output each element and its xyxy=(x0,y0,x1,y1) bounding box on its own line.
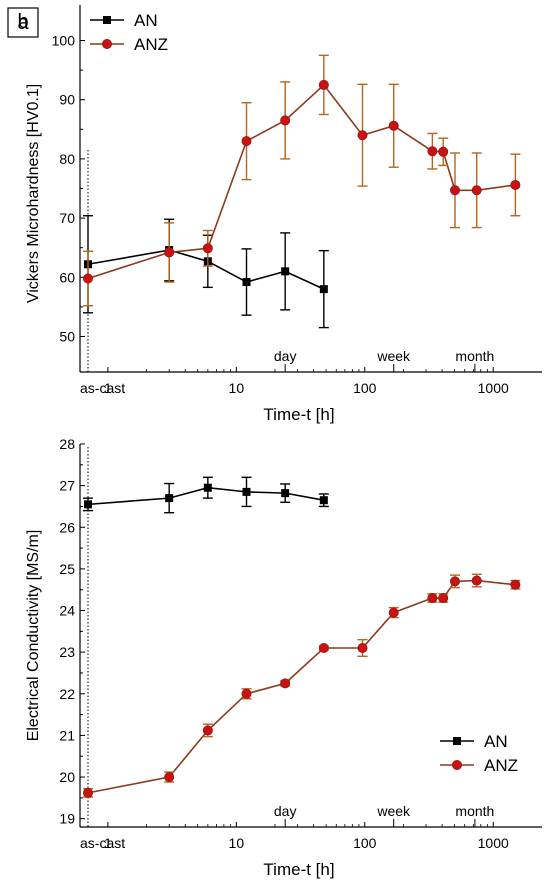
y-tick-label: 20 xyxy=(59,769,75,785)
y-tick-label: 28 xyxy=(59,436,75,452)
data-point-anz xyxy=(357,130,368,141)
data-point-anz xyxy=(438,146,449,157)
y-tick-label: 22 xyxy=(59,686,75,702)
data-point-anz xyxy=(449,576,460,587)
data-point-anz xyxy=(241,136,252,147)
y-axis-title: Vickers Microhardness [HV0.1] xyxy=(25,84,42,303)
time-mark-label: day xyxy=(274,803,297,819)
data-point-anz xyxy=(83,787,94,798)
as-cast-label: as-cast xyxy=(80,380,125,396)
data-point-an xyxy=(84,500,92,509)
data-point-anz xyxy=(449,185,460,196)
data-point-anz xyxy=(83,273,94,284)
y-tick-label: 70 xyxy=(59,210,75,226)
y-tick-label: 50 xyxy=(59,328,75,344)
data-point-an xyxy=(281,267,290,276)
y-tick-label: 27 xyxy=(59,478,75,494)
x-axis-title: Time-t [h] xyxy=(263,860,334,879)
legend-label-an: AN xyxy=(484,732,508,751)
data-point-anz xyxy=(388,607,399,618)
time-mark-label: week xyxy=(376,803,411,819)
y-tick-label: 25 xyxy=(59,561,75,577)
data-point-an xyxy=(203,483,212,492)
legend-label-anz: ANZ xyxy=(134,35,168,54)
legend-label-anz: ANZ xyxy=(484,756,518,775)
legend-marker-an xyxy=(103,16,111,24)
y-tick-label: 90 xyxy=(59,92,75,108)
data-point-anz xyxy=(280,115,291,126)
data-point-anz xyxy=(388,120,399,131)
x-tick-label: 10 xyxy=(229,380,245,396)
data-point-anz xyxy=(241,688,252,699)
x-tick-label: 100 xyxy=(353,380,377,396)
data-point-an xyxy=(242,278,251,287)
data-point-anz xyxy=(510,179,521,190)
data-point-anz xyxy=(427,146,438,157)
panel-label: b xyxy=(17,11,28,33)
data-point-anz xyxy=(471,185,482,196)
time-mark-label: month xyxy=(455,803,494,819)
data-point-anz xyxy=(202,243,213,254)
data-point-anz xyxy=(357,642,368,653)
data-point-anz xyxy=(280,678,291,689)
data-point-anz xyxy=(471,575,482,586)
panel-label-box xyxy=(7,7,39,38)
panel-label: a xyxy=(17,12,29,34)
data-point-anz xyxy=(438,593,449,604)
data-point-anz xyxy=(164,772,175,783)
y-tick-label: 19 xyxy=(59,811,75,827)
y-tick-label: 24 xyxy=(59,603,75,619)
data-point-an xyxy=(319,285,328,294)
as-cast-label: as-cast xyxy=(80,835,125,851)
x-tick-label: 1 xyxy=(104,835,112,851)
data-point-anz xyxy=(318,79,329,90)
x-axis-title: Time-t [h] xyxy=(263,405,334,424)
data-point-anz xyxy=(510,579,521,590)
series-line-anz xyxy=(87,83,516,280)
x-tick-label: 1000 xyxy=(478,380,509,396)
data-point-anz xyxy=(164,247,175,258)
legend-marker-anz xyxy=(102,39,113,50)
x-tick-label: 1 xyxy=(104,380,112,396)
chart-panel-b: b 19 20 21 22 23 24 25 26 27 28 1 10 100 1000 as-cast da… xyxy=(17,11,542,879)
series-line-anz xyxy=(87,579,516,794)
data-point-an xyxy=(165,494,174,503)
series-line-an xyxy=(87,486,324,506)
y-tick-label: 60 xyxy=(59,269,75,285)
y-tick-label: 80 xyxy=(59,151,75,167)
time-mark-label: month xyxy=(455,348,494,364)
y-tick-label: 26 xyxy=(59,519,75,535)
y-tick-label: 100 xyxy=(52,33,76,49)
x-tick-label: 1000 xyxy=(478,835,509,851)
data-point-an xyxy=(281,489,290,498)
data-point-anz xyxy=(318,642,329,653)
time-mark-label: day xyxy=(274,348,297,364)
data-point-anz xyxy=(427,593,438,604)
data-point-anz xyxy=(202,725,213,736)
data-point-an xyxy=(242,487,251,496)
time-mark-label: week xyxy=(376,348,411,364)
y-tick-label: 21 xyxy=(59,727,75,743)
y-tick-label: 23 xyxy=(59,644,75,660)
x-tick-label: 10 xyxy=(229,835,245,851)
legend-label-an: AN xyxy=(134,11,158,30)
legend-marker-an xyxy=(453,737,461,745)
data-point-an xyxy=(319,496,328,505)
legend-marker-anz xyxy=(451,760,462,771)
series-line-an xyxy=(87,249,325,290)
y-axis-title: Electrical Conductivity [MS/m] xyxy=(25,530,42,742)
x-tick-label: 100 xyxy=(353,835,377,851)
